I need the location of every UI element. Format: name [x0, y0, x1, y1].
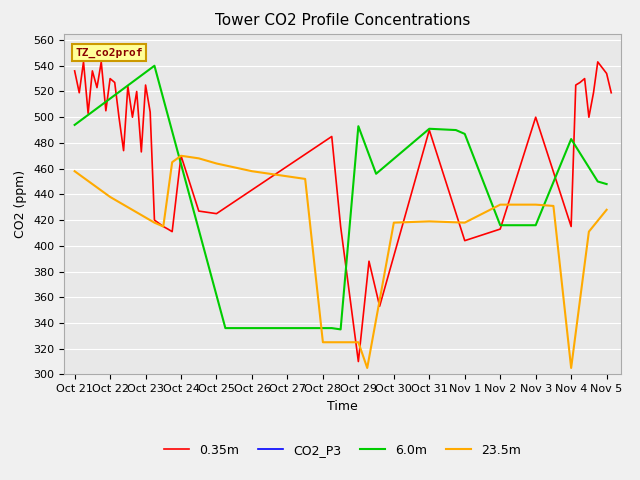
0.35m	[84, 110, 92, 116]
6.0m	[594, 179, 602, 184]
23.5m	[97, 188, 105, 193]
0.35m	[71, 68, 79, 74]
0.35m	[177, 153, 185, 159]
6.0m	[532, 222, 540, 228]
0.35m	[337, 224, 344, 229]
23.5m	[426, 218, 433, 224]
23.5m	[159, 224, 167, 229]
Y-axis label: CO2 (ppm): CO2 (ppm)	[15, 170, 28, 238]
Line: 0.35m: 0.35m	[75, 62, 611, 361]
0.35m	[106, 76, 114, 82]
0.35m	[585, 114, 593, 120]
6.0m	[426, 126, 433, 132]
0.35m	[150, 217, 158, 223]
6.0m	[461, 131, 468, 137]
6.0m	[221, 325, 229, 331]
23.5m	[141, 215, 149, 220]
0.35m	[355, 359, 362, 364]
6.0m	[603, 181, 611, 187]
Text: TZ_co2prof: TZ_co2prof	[75, 48, 143, 58]
6.0m	[355, 123, 362, 129]
0.35m	[129, 114, 136, 120]
0.35m	[328, 133, 335, 139]
0.35m	[589, 90, 597, 96]
0.35m	[79, 59, 87, 65]
0.35m	[138, 149, 145, 155]
23.5m	[567, 365, 575, 371]
0.35m	[572, 82, 580, 88]
0.35m	[147, 109, 154, 115]
0.35m	[594, 59, 602, 65]
23.5m	[195, 156, 203, 161]
0.35m	[124, 84, 132, 89]
23.5m	[532, 202, 540, 207]
0.35m	[115, 114, 123, 120]
23.5m	[355, 339, 362, 345]
0.35m	[159, 224, 167, 229]
0.35m	[576, 80, 584, 85]
23.5m	[550, 203, 557, 209]
6.0m	[328, 325, 335, 331]
0.35m	[133, 89, 141, 95]
0.35m	[111, 80, 118, 85]
6.0m	[567, 136, 575, 142]
23.5m	[230, 165, 238, 170]
23.5m	[71, 168, 79, 174]
X-axis label: Time: Time	[327, 400, 358, 413]
23.5m	[115, 199, 123, 205]
6.0m	[372, 171, 380, 177]
23.5m	[284, 173, 291, 179]
0.35m	[88, 68, 96, 74]
23.5m	[585, 229, 593, 235]
23.5m	[124, 204, 132, 210]
0.35m	[195, 208, 203, 214]
0.35m	[102, 108, 109, 114]
0.35m	[376, 303, 383, 309]
0.35m	[603, 71, 611, 76]
23.5m	[390, 220, 397, 226]
23.5m	[364, 365, 371, 371]
23.5m	[248, 168, 256, 174]
0.35m	[168, 229, 176, 235]
6.0m	[337, 326, 344, 332]
0.35m	[607, 90, 615, 96]
23.5m	[177, 153, 185, 159]
23.5m	[212, 161, 220, 167]
0.35m	[76, 90, 83, 96]
6.0m	[71, 122, 79, 128]
6.0m	[150, 63, 158, 69]
23.5m	[266, 171, 273, 177]
0.35m	[365, 258, 373, 264]
23.5m	[168, 159, 176, 165]
23.5m	[133, 209, 141, 215]
Line: 6.0m: 6.0m	[75, 66, 607, 329]
Legend: 0.35m, CO2_P3, 6.0m, 23.5m: 0.35m, CO2_P3, 6.0m, 23.5m	[159, 439, 525, 462]
23.5m	[79, 175, 87, 180]
0.35m	[212, 211, 220, 216]
Line: 23.5m: 23.5m	[75, 156, 607, 368]
23.5m	[106, 194, 114, 200]
0.35m	[164, 226, 172, 232]
0.35m	[120, 148, 127, 154]
0.35m	[461, 238, 468, 243]
23.5m	[150, 220, 158, 226]
0.35m	[532, 114, 540, 120]
0.35m	[497, 226, 504, 232]
23.5m	[603, 207, 611, 213]
23.5m	[301, 176, 309, 182]
0.35m	[141, 82, 149, 88]
23.5m	[497, 202, 504, 207]
6.0m	[452, 127, 460, 133]
0.35m	[567, 224, 575, 229]
23.5m	[461, 220, 468, 226]
Title: Tower CO2 Profile Concentrations: Tower CO2 Profile Concentrations	[214, 13, 470, 28]
0.35m	[97, 59, 105, 65]
23.5m	[337, 339, 344, 345]
23.5m	[319, 339, 327, 345]
0.35m	[580, 76, 588, 82]
6.0m	[497, 222, 504, 228]
0.35m	[426, 127, 433, 133]
23.5m	[88, 181, 96, 187]
0.35m	[93, 85, 101, 91]
